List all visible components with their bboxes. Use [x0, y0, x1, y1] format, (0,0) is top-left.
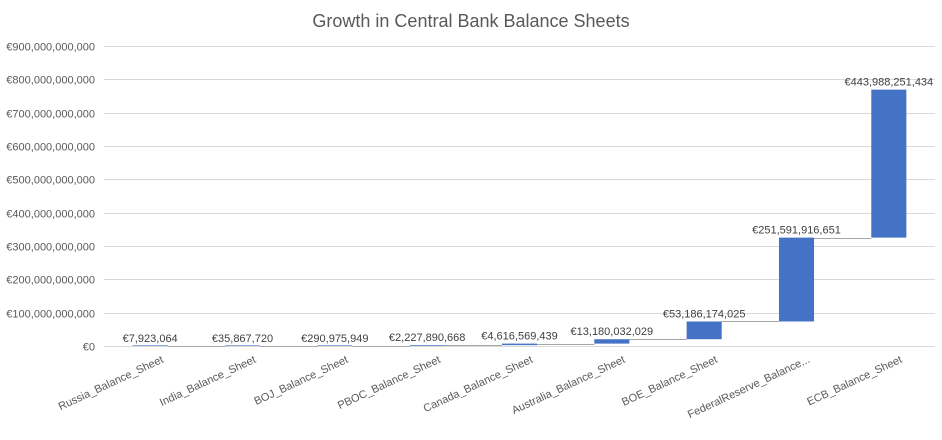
- connectors: [167, 238, 872, 347]
- bar-russia-balance-sheet: [132, 345, 168, 346]
- data-label: €35,867,720: [212, 333, 273, 345]
- y-tick-label: €800,000,000,000: [6, 75, 95, 87]
- y-tick-label: €300,000,000,000: [6, 242, 95, 254]
- y-tick-label: €100,000,000,000: [6, 309, 95, 321]
- y-tick-label: €400,000,000,000: [6, 209, 95, 221]
- data-label: €7,923,064: [123, 333, 178, 345]
- gridlines: [104, 46, 935, 347]
- y-tick-label: €0: [83, 342, 95, 354]
- bar-india-balance-sheet: [224, 345, 261, 346]
- chart-title: Growth in Central Bank Balance Sheets: [312, 11, 629, 31]
- y-tick-label: €900,000,000,000: [6, 42, 95, 54]
- data-labels: €7,923,064 €35,867,720 €290,975,949 €2,227,…: [123, 77, 934, 345]
- bar-australia-balance-sheet: [594, 339, 630, 344]
- bar-federalreserve-balance: [778, 237, 815, 322]
- y-tick-label: €600,000,000,000: [6, 142, 95, 154]
- bar-ecb-balance-sheet: [871, 89, 907, 238]
- y-tick-label: €500,000,000,000: [6, 175, 95, 187]
- bars: [132, 89, 907, 346]
- x-category-label: India_Balance_Sheet: [158, 354, 258, 409]
- y-axis-tick-labels: €0 €100,000,000,000 €200,000,000,000 €300,0…: [6, 42, 95, 354]
- bar-boj-balance-sheet: [317, 345, 353, 346]
- data-label: €2,227,890,668: [389, 332, 465, 344]
- data-label: €443,988,251,434: [844, 77, 933, 89]
- x-category-label: ECB_Balance_Sheet: [805, 354, 904, 409]
- x-category-label: BOJ_Balance_Sheet: [252, 354, 350, 408]
- data-label: €13,180,032,029: [571, 326, 654, 338]
- x-axis-category-labels: Russia_Balance_SheetIndia_Balance_SheetB…: [57, 354, 904, 421]
- x-category-label: Russia_Balance_Sheet: [57, 354, 166, 413]
- bar-pboc-balance-sheet: [409, 345, 445, 346]
- bar-boe-balance-sheet: [686, 321, 722, 340]
- bar-canada-balance-sheet: [501, 343, 538, 346]
- data-label: €251,591,916,651: [752, 225, 841, 237]
- data-label: €290,975,949: [301, 333, 368, 345]
- y-tick-label: €700,000,000,000: [6, 109, 95, 121]
- data-label: €4,616,569,439: [481, 331, 557, 343]
- y-tick-label: €200,000,000,000: [6, 275, 95, 287]
- data-label: €53,186,174,025: [663, 308, 746, 320]
